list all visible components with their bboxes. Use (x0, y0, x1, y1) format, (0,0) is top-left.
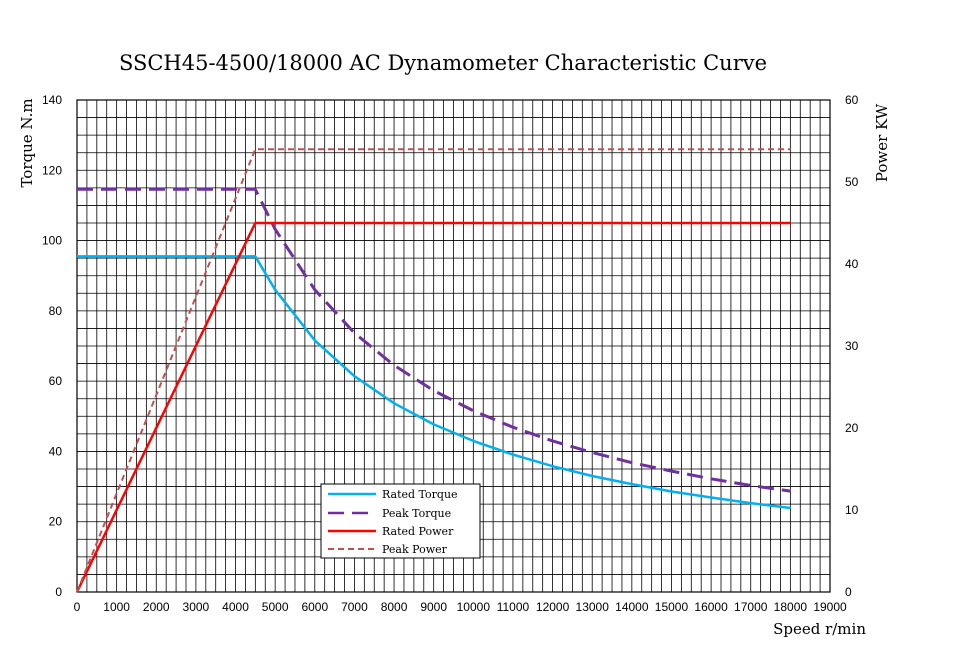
y-right-tick-label: 60 (845, 93, 859, 107)
y-right-tick-label: 10 (845, 503, 859, 517)
y-right-tick-label: 0 (845, 585, 852, 599)
y-left-tick-label: 0 (55, 585, 62, 599)
legend-label-rated-torque: Rated Torque (382, 488, 458, 501)
series-peak-power (76, 148, 791, 593)
series-rated-power (75, 221, 791, 593)
legend-label-peak-power: Peak Power (382, 543, 448, 556)
x-tick-label: 8000 (381, 600, 408, 614)
x-axis-label: Speed r/min (773, 620, 866, 638)
legend-box (320, 483, 481, 559)
y-left-tick-label: 120 (42, 163, 62, 177)
y-right-tick-label: 40 (845, 257, 859, 271)
y-axis-right-label: Power KW (873, 103, 891, 182)
x-tick-label: 0 (74, 600, 81, 614)
x-tick-label: 10000 (457, 600, 491, 614)
y-left-tick-label: 80 (49, 304, 63, 318)
x-tick-label: 2000 (143, 600, 170, 614)
y-left-tick-label: 40 (49, 444, 63, 458)
y-left-tick-label: 60 (49, 374, 63, 388)
legend: Rated Torque Peak Torque Rated Power Pea… (320, 483, 481, 559)
x-tick-label: 9000 (420, 600, 447, 614)
y-right-tick-label: 30 (845, 339, 859, 353)
x-tick-label: 3000 (183, 600, 210, 614)
x-tick-label: 17000 (734, 600, 768, 614)
y-right-tick-label: 20 (845, 421, 859, 435)
x-tick-label: 14000 (615, 600, 649, 614)
x-tick-label: 4000 (222, 600, 249, 614)
x-tick-label: 5000 (262, 600, 289, 614)
x-tick-label: 7000 (341, 600, 368, 614)
chart-title: SSCH45-4500/18000 AC Dynamometer Charact… (119, 51, 767, 75)
x-tick-label: 19000 (813, 600, 847, 614)
y-right-tick-label: 50 (845, 175, 859, 189)
plot-frame (76, 99, 831, 593)
x-tick-label: 6000 (301, 600, 328, 614)
x-tick-label: 12000 (536, 600, 570, 614)
tick-labels: 0 1000 2000 3000 4000 5000 6000 7000 8000 9000 100… (42, 93, 859, 614)
x-tick-label: 11000 (497, 600, 530, 614)
series-layer (75, 148, 791, 593)
y-axis-left-label: Torque N.m (18, 98, 36, 187)
legend-label-peak-torque: Peak Torque (382, 507, 451, 520)
x-tick-label: 13000 (576, 600, 610, 614)
legend-label-rated-power: Rated Power (382, 525, 454, 538)
x-tick-label: 1000 (103, 600, 130, 614)
y-left-tick-label: 20 (49, 515, 63, 529)
x-tick-label: 16000 (694, 600, 728, 614)
y-left-tick-label: 100 (42, 234, 62, 248)
y-left-tick-label: 140 (42, 93, 62, 107)
x-tick-label: 18000 (774, 600, 808, 614)
x-tick-label: 15000 (655, 600, 689, 614)
series-rated-torque (77, 255, 791, 510)
